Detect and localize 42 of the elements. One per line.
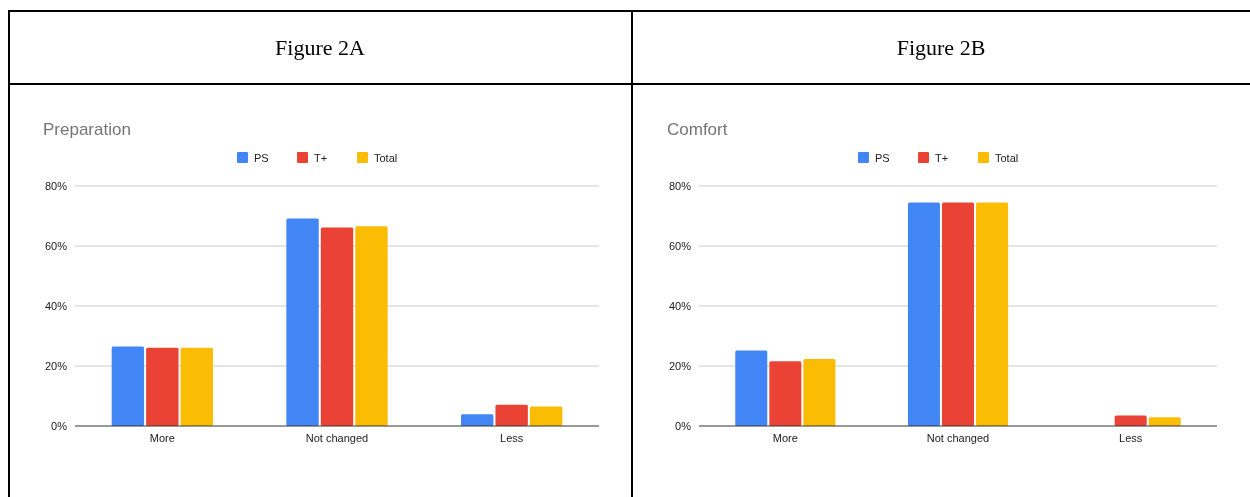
x-tick-label: Less <box>500 432 524 444</box>
bar <box>286 218 319 426</box>
bar <box>735 350 768 426</box>
bar <box>907 202 940 426</box>
legend-label: PS <box>254 152 269 164</box>
bar <box>495 404 528 426</box>
chart-subtitle: Preparation <box>43 120 131 139</box>
x-tick-label: More <box>149 432 175 444</box>
bar <box>976 202 1009 426</box>
y-tick-label: 20% <box>44 360 68 372</box>
bar <box>355 226 388 426</box>
legend-label: T+ <box>935 152 949 164</box>
legend-label: T+ <box>314 152 328 164</box>
chart-subtitle: Comfort <box>667 120 728 139</box>
y-tick-label: 80% <box>668 180 692 192</box>
y-tick-label: 80% <box>44 180 68 192</box>
x-tick-label: Not changed <box>305 432 369 444</box>
bar <box>803 359 836 426</box>
legend-label: Total <box>995 152 1019 164</box>
x-tick-label: Not changed <box>926 432 990 444</box>
chart-title: Figure 2B <box>896 35 986 60</box>
y-tick-label: 40% <box>44 300 68 312</box>
bar <box>461 414 494 426</box>
bar <box>529 406 563 426</box>
y-tick-label: 0% <box>51 420 68 432</box>
bar <box>1148 417 1181 426</box>
legend-label: Total <box>374 152 398 164</box>
legend-label: PS <box>875 152 890 164</box>
y-tick-label: 40% <box>668 300 692 312</box>
bar <box>769 361 802 426</box>
bar <box>941 202 975 426</box>
x-tick-label: Less <box>1119 432 1143 444</box>
chart-title: Figure 2A <box>275 35 366 60</box>
bar <box>320 227 354 426</box>
y-tick-label: 60% <box>668 240 692 252</box>
y-tick-label: 20% <box>668 360 692 372</box>
bar <box>111 346 145 426</box>
bar <box>180 347 213 426</box>
y-tick-label: 60% <box>44 240 68 252</box>
x-tick-label: More <box>772 432 798 444</box>
y-tick-label: 0% <box>675 420 692 432</box>
bar <box>146 347 179 426</box>
